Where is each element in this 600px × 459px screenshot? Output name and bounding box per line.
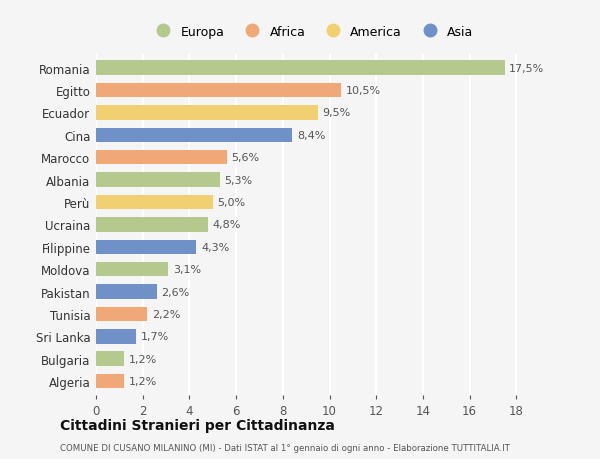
Bar bbox=[96, 128, 292, 143]
Bar bbox=[96, 61, 505, 76]
Text: 1,2%: 1,2% bbox=[128, 376, 157, 386]
Text: 17,5%: 17,5% bbox=[509, 63, 545, 73]
Bar bbox=[96, 374, 124, 389]
Text: Cittadini Stranieri per Cittadinanza: Cittadini Stranieri per Cittadinanza bbox=[60, 418, 335, 432]
Legend: Europa, Africa, America, Asia: Europa, Africa, America, Asia bbox=[146, 21, 478, 44]
Text: 2,2%: 2,2% bbox=[152, 309, 181, 319]
Text: 5,0%: 5,0% bbox=[217, 197, 245, 207]
Bar bbox=[96, 218, 208, 232]
Text: 4,8%: 4,8% bbox=[213, 220, 241, 230]
Text: 5,3%: 5,3% bbox=[224, 175, 253, 185]
Text: 1,7%: 1,7% bbox=[140, 332, 169, 341]
Text: COMUNE DI CUSANO MILANINO (MI) - Dati ISTAT al 1° gennaio di ogni anno - Elabora: COMUNE DI CUSANO MILANINO (MI) - Dati IS… bbox=[60, 443, 510, 452]
Text: 5,6%: 5,6% bbox=[232, 153, 260, 163]
Text: 8,4%: 8,4% bbox=[297, 130, 325, 140]
Bar bbox=[96, 330, 136, 344]
Text: 4,3%: 4,3% bbox=[201, 242, 229, 252]
Bar bbox=[96, 307, 148, 322]
Bar bbox=[96, 285, 157, 299]
Text: 9,5%: 9,5% bbox=[323, 108, 351, 118]
Text: 3,1%: 3,1% bbox=[173, 264, 201, 274]
Bar bbox=[96, 352, 124, 366]
Text: 10,5%: 10,5% bbox=[346, 86, 381, 96]
Bar bbox=[96, 173, 220, 187]
Text: 2,6%: 2,6% bbox=[161, 287, 190, 297]
Bar bbox=[96, 240, 196, 255]
Bar bbox=[96, 151, 227, 165]
Bar bbox=[96, 84, 341, 98]
Text: 1,2%: 1,2% bbox=[128, 354, 157, 364]
Bar bbox=[96, 263, 169, 277]
Bar bbox=[96, 195, 213, 210]
Bar bbox=[96, 106, 318, 120]
